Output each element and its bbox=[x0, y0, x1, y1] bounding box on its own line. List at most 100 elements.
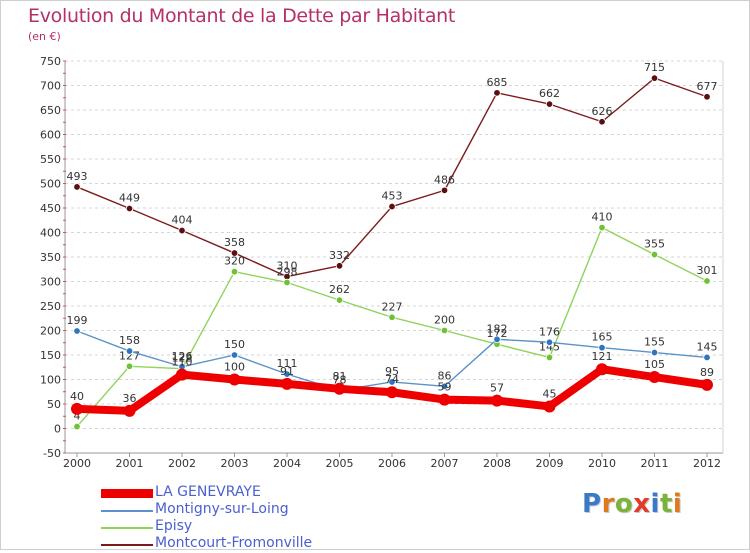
x-tick-label: 2007 bbox=[431, 457, 459, 470]
y-tick-label: 450 bbox=[40, 202, 61, 215]
y-tick-label: 500 bbox=[40, 178, 61, 191]
logo-letter: r bbox=[601, 489, 615, 519]
y-tick-label: 750 bbox=[40, 55, 61, 68]
data-label-episy: 301 bbox=[697, 264, 718, 277]
data-point-episy bbox=[598, 223, 606, 232]
data-label-la-genevraye: 45 bbox=[543, 387, 557, 400]
data-point-montcourt-fromonville bbox=[703, 93, 711, 101]
data-label-episy: 122 bbox=[172, 352, 193, 365]
data-label-montcourt-fromonville: 677 bbox=[697, 80, 718, 93]
data-point-montcourt-fromonville bbox=[440, 186, 449, 195]
data-label-montigny-sur-loing: 150 bbox=[224, 338, 245, 351]
data-point-la-genevraye bbox=[438, 393, 451, 406]
logo-letter: i bbox=[672, 489, 683, 519]
data-point-montigny-sur-loing bbox=[440, 382, 449, 391]
data-label-episy: 200 bbox=[434, 314, 455, 327]
y-tick-label: 0 bbox=[54, 423, 61, 436]
data-point-montcourt-fromonville bbox=[230, 249, 239, 257]
data-point-la-genevraye bbox=[701, 378, 713, 391]
data-label-montigny-sur-loing: 126 bbox=[172, 350, 193, 363]
data-point-episy bbox=[440, 326, 449, 335]
data-point-montigny-sur-loing bbox=[388, 378, 396, 386]
legend-swatch bbox=[101, 527, 153, 529]
data-label-episy: 172 bbox=[487, 327, 508, 340]
data-point-montigny-sur-loing bbox=[73, 327, 81, 335]
data-label-montcourt-fromonville: 358 bbox=[224, 236, 245, 249]
data-label-la-genevraye: 81 bbox=[333, 370, 347, 383]
data-label-episy: 4 bbox=[74, 410, 81, 423]
data-label-montcourt-fromonville: 486 bbox=[434, 173, 455, 186]
x-tick-label: 2005 bbox=[326, 457, 354, 470]
y-tick-label: 50 bbox=[47, 398, 61, 411]
data-point-episy bbox=[388, 313, 396, 321]
data-label-montigny-sur-loing: 86 bbox=[438, 369, 452, 382]
x-tick-label: 2002 bbox=[168, 457, 196, 470]
data-point-episy bbox=[125, 362, 134, 370]
data-point-la-genevraye bbox=[596, 363, 608, 376]
data-label-la-genevraye: 36 bbox=[123, 392, 137, 405]
data-label-montigny-sur-loing: 111 bbox=[277, 357, 298, 370]
data-label-montcourt-fromonville: 310 bbox=[277, 260, 298, 273]
data-point-la-genevraye bbox=[228, 373, 241, 386]
data-point-montigny-sur-loing bbox=[650, 348, 659, 357]
x-tick-label: 2004 bbox=[273, 457, 301, 470]
data-label-montigny-sur-loing: 95 bbox=[385, 365, 399, 378]
data-point-montcourt-fromonville bbox=[493, 89, 501, 97]
data-label-episy: 298 bbox=[277, 265, 298, 278]
data-label-la-genevraye: 40 bbox=[70, 390, 84, 403]
data-point-montcourt-fromonville bbox=[73, 183, 81, 191]
data-point-la-genevraye bbox=[123, 404, 136, 417]
x-tick-label: 2000 bbox=[63, 457, 91, 470]
y-tick-label: 550 bbox=[40, 153, 61, 166]
data-point-montcourt-fromonville bbox=[178, 226, 186, 235]
data-label-montigny-sur-loing: 165 bbox=[592, 331, 613, 344]
data-point-montcourt-fromonville bbox=[545, 100, 554, 108]
x-tick-label: 2010 bbox=[588, 457, 616, 470]
unit-label: (en €) bbox=[28, 30, 61, 43]
data-label-episy: 145 bbox=[539, 340, 560, 353]
data-point-la-genevraye bbox=[648, 371, 661, 384]
data-label-la-genevraye: 121 bbox=[592, 350, 613, 363]
logo-letter: t bbox=[659, 489, 673, 519]
y-tick-label: 650 bbox=[40, 104, 61, 117]
data-point-episy bbox=[335, 296, 344, 304]
data-label-la-genevraye: 89 bbox=[700, 366, 714, 379]
y-tick-label: 350 bbox=[40, 251, 61, 264]
x-tick-label: 2008 bbox=[483, 457, 511, 470]
x-tick-label: 2009 bbox=[536, 457, 564, 470]
data-label-montcourt-fromonville: 662 bbox=[539, 87, 560, 100]
data-label-episy: 227 bbox=[382, 300, 403, 313]
data-label-la-genevraye: 74 bbox=[385, 373, 399, 386]
data-label-montigny-sur-loing: 78 bbox=[333, 373, 347, 386]
data-point-montcourt-fromonville bbox=[335, 262, 344, 270]
data-label-la-genevraye: 57 bbox=[490, 382, 504, 395]
y-tick-label: 600 bbox=[40, 129, 61, 142]
data-point-episy bbox=[703, 277, 711, 285]
legend-swatch bbox=[101, 489, 153, 498]
legend-label: Episy bbox=[155, 518, 193, 534]
legend-label: LA GENEVRAYE bbox=[155, 484, 261, 500]
x-tick-label: 2006 bbox=[378, 457, 406, 470]
data-point-la-genevraye bbox=[543, 400, 556, 413]
proxiti-logo: Proxiti bbox=[582, 489, 682, 519]
data-label-montcourt-fromonville: 493 bbox=[67, 170, 88, 183]
y-tick-label: 300 bbox=[40, 276, 61, 289]
data-point-montigny-sur-loing bbox=[703, 353, 711, 362]
series-line-montcourt-fromonville bbox=[76, 77, 708, 278]
data-label-la-genevraye: 100 bbox=[224, 361, 245, 374]
data-point-la-genevraye bbox=[333, 382, 346, 395]
data-label-la-genevraye: 110 bbox=[172, 356, 193, 369]
data-point-episy bbox=[545, 353, 554, 362]
data-point-episy bbox=[283, 278, 291, 287]
data-label-montcourt-fromonville: 685 bbox=[487, 76, 508, 89]
logo-letter: x bbox=[633, 489, 651, 519]
y-tick-label: 400 bbox=[40, 227, 61, 240]
legend-label: Montigny-sur-Loing bbox=[155, 501, 289, 517]
data-label-montigny-sur-loing: 158 bbox=[119, 334, 140, 347]
data-label-montigny-sur-loing: 145 bbox=[697, 340, 718, 353]
data-label-la-genevraye: 91 bbox=[280, 365, 294, 378]
data-point-la-genevraye bbox=[491, 394, 503, 407]
data-point-la-genevraye bbox=[281, 377, 293, 390]
data-label-episy: 262 bbox=[329, 283, 350, 296]
